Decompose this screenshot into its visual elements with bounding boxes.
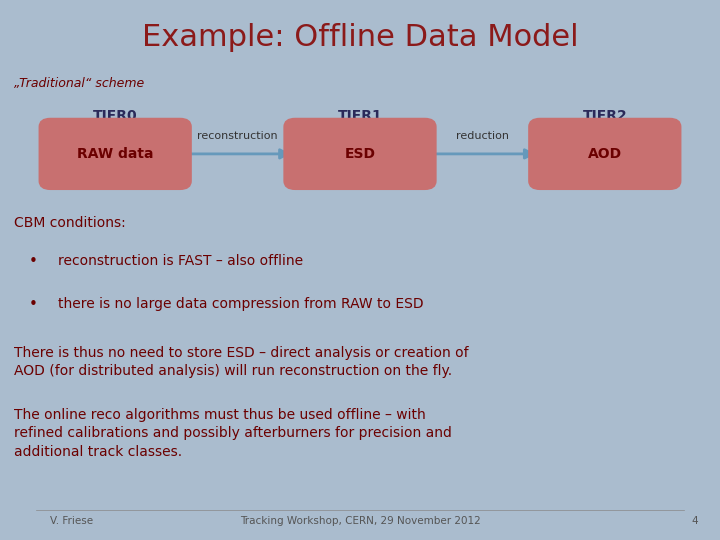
Text: reconstruction is FAST – also offline: reconstruction is FAST – also offline bbox=[58, 254, 302, 268]
Text: there is no large data compression from RAW to ESD: there is no large data compression from … bbox=[58, 297, 423, 311]
Text: •: • bbox=[29, 297, 37, 312]
Text: ESD: ESD bbox=[344, 147, 376, 161]
FancyBboxPatch shape bbox=[284, 119, 436, 189]
FancyArrowPatch shape bbox=[429, 150, 533, 158]
Text: RAW data: RAW data bbox=[77, 147, 153, 161]
Text: V. Friese: V. Friese bbox=[50, 516, 94, 526]
FancyArrowPatch shape bbox=[184, 150, 288, 158]
Text: reduction: reduction bbox=[456, 131, 509, 141]
Text: 4: 4 bbox=[692, 516, 698, 526]
Text: TIER2: TIER2 bbox=[582, 109, 627, 123]
Text: CBM conditions:: CBM conditions: bbox=[14, 216, 126, 230]
Text: Example: Offline Data Model: Example: Offline Data Model bbox=[142, 23, 578, 52]
FancyBboxPatch shape bbox=[529, 119, 680, 189]
Text: TIER0: TIER0 bbox=[93, 109, 138, 123]
Text: Tracking Workshop, CERN, 29 November 2012: Tracking Workshop, CERN, 29 November 201… bbox=[240, 516, 480, 526]
Text: The online reco algorithms must thus be used offline – with
refined calibrations: The online reco algorithms must thus be … bbox=[14, 408, 452, 458]
Text: „Traditional“ scheme: „Traditional“ scheme bbox=[14, 77, 145, 90]
Text: reconstruction: reconstruction bbox=[197, 131, 278, 141]
FancyBboxPatch shape bbox=[40, 119, 191, 189]
Text: •: • bbox=[29, 254, 37, 269]
Text: AOD: AOD bbox=[588, 147, 622, 161]
Text: There is thus no need to store ESD – direct analysis or creation of
AOD (for dis: There is thus no need to store ESD – dir… bbox=[14, 346, 469, 378]
Text: TIER1: TIER1 bbox=[338, 109, 382, 123]
